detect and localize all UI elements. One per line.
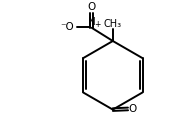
- Text: ⁻O: ⁻O: [60, 22, 74, 32]
- Text: O: O: [88, 2, 96, 12]
- Text: +: +: [95, 20, 101, 29]
- Text: N: N: [88, 17, 96, 27]
- Text: CH₃: CH₃: [104, 19, 122, 29]
- Text: O: O: [129, 104, 137, 114]
